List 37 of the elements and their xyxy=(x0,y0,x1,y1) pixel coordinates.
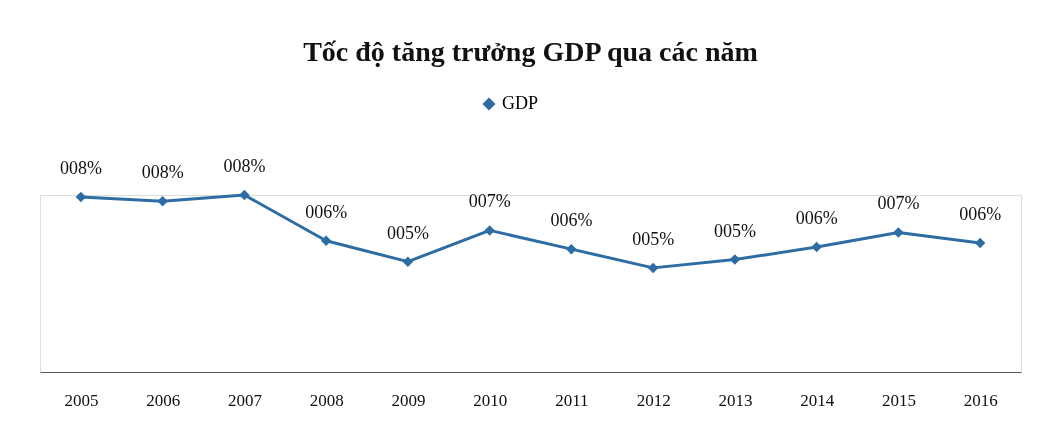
point xyxy=(239,189,250,201)
x-tick-label: 2012 xyxy=(636,390,671,410)
point xyxy=(320,235,332,247)
x-tick-label: 2010 xyxy=(473,390,508,410)
data-label: 006% xyxy=(550,210,593,231)
x-tick-label: 2016 xyxy=(963,390,998,410)
point xyxy=(811,241,822,253)
legend-label: GDP xyxy=(502,93,539,113)
x-tick-label: 2007 xyxy=(227,390,263,410)
point xyxy=(566,243,577,255)
x-tick-label: 2009 xyxy=(391,390,426,410)
point xyxy=(729,254,741,265)
x-tick-label: 2014 xyxy=(800,390,835,410)
point xyxy=(893,227,904,238)
data-label: 007% xyxy=(468,191,511,212)
data-label: 006% xyxy=(795,208,838,229)
x-tick-label: 2015 xyxy=(881,390,916,410)
data-label: 008% xyxy=(59,158,102,179)
data-label: 006% xyxy=(305,201,348,222)
point xyxy=(402,256,414,267)
x-tick-label: 2008 xyxy=(309,390,344,410)
data-label: 006% xyxy=(959,203,1002,224)
data-label: 005% xyxy=(713,220,756,241)
x-tick-label: 2011 xyxy=(555,390,589,410)
data-label: 008% xyxy=(141,162,184,183)
data-label: 008% xyxy=(223,156,266,176)
point xyxy=(484,225,495,236)
point xyxy=(157,196,168,207)
point xyxy=(974,237,986,249)
data-label: 007% xyxy=(877,193,920,214)
x-tick-label: 2013 xyxy=(718,390,753,410)
x-tick-label: 2006 xyxy=(146,390,181,410)
x-tick-label: 2005 xyxy=(64,390,99,410)
chart-title: Tốc độ tăng trưởng GDP qua các năm xyxy=(303,36,758,67)
data-label: 005% xyxy=(632,228,675,249)
point xyxy=(647,262,659,274)
data-label: 005% xyxy=(386,222,429,243)
